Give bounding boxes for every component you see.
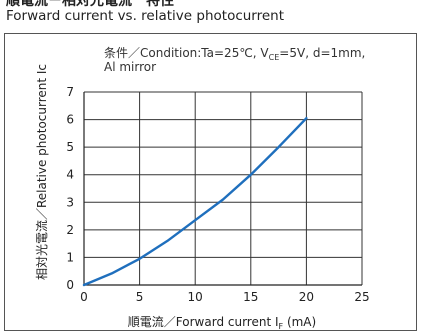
x-tick-label: 20 xyxy=(299,290,314,304)
grid-lines xyxy=(84,91,363,285)
x-tick-label: 15 xyxy=(243,290,258,304)
y-tick-labels: 0 1 2 3 4 5 6 7 xyxy=(66,85,74,292)
y-tick-label: 1 xyxy=(66,250,74,264)
x-tick-labels: 0 5 10 15 20 25 xyxy=(80,290,369,304)
y-tick-label: 3 xyxy=(66,195,74,209)
x-tick-label: 25 xyxy=(354,290,369,304)
chart-title-english: Forward current vs. relative photocurren… xyxy=(6,8,285,24)
y-tick-label: 0 xyxy=(66,278,74,292)
x-axis-label: 順電流／Forward current IF (mA) xyxy=(128,315,316,331)
x-tick-label: 0 xyxy=(80,290,88,304)
x-tick-label: 5 xyxy=(136,290,144,304)
condition-annotation-line2: Al mirror xyxy=(104,60,156,74)
series-layer xyxy=(82,116,308,287)
y-axis-label: 相対光電流／Relative photocurrent Ic xyxy=(35,64,49,280)
chart-title-japanese: 順電流－相対光電流 特性 xyxy=(6,0,174,9)
y-tick-label: 2 xyxy=(66,223,74,237)
y-tick-label: 5 xyxy=(66,140,74,154)
y-tick-label: 4 xyxy=(66,168,74,182)
axes xyxy=(83,92,362,286)
chart-frame xyxy=(4,33,417,331)
x-tick-label: 10 xyxy=(188,290,203,304)
series-line xyxy=(82,116,308,287)
y-tick-label: 7 xyxy=(66,85,74,99)
condition-annotation: 条件／Condition:Ta=25℃, VCE=5V, d=1mm, xyxy=(104,46,365,62)
y-tick-label: 6 xyxy=(66,113,74,127)
